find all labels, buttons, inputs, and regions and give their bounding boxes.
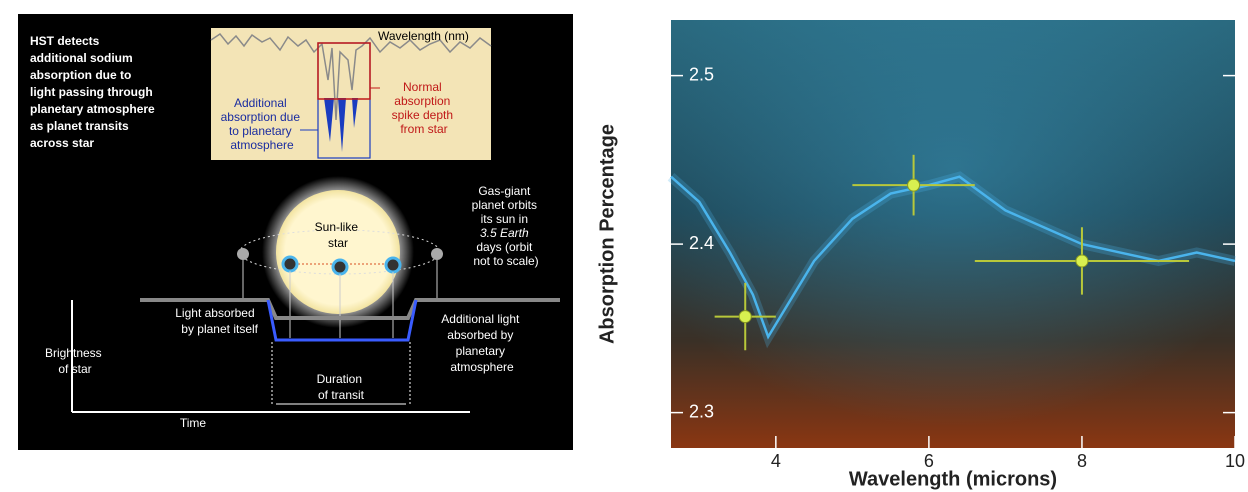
label-line: absorption: [394, 94, 450, 108]
heading-line: as planet transits: [30, 119, 129, 133]
duration-label: Duration of transit: [317, 372, 366, 402]
label-line: planet orbits: [472, 198, 537, 212]
point: [1075, 254, 1089, 268]
light-curve-atmos: [266, 299, 418, 342]
heading-line: across star: [30, 136, 94, 150]
inset-panel: [211, 28, 491, 160]
x-tick-label: 8: [1077, 451, 1087, 471]
planet-grey: [431, 248, 443, 260]
label-line: from star: [400, 122, 447, 136]
inset-spectrum: [210, 32, 492, 121]
heading: HST detects additional sodium absorption…: [30, 34, 158, 150]
x-tick-label: 10: [1225, 451, 1245, 471]
label-line: 3.5 Earth: [480, 226, 529, 240]
label-line: not to scale): [473, 254, 538, 268]
planet: [281, 255, 299, 273]
y-tick-label: 2.4: [689, 233, 714, 253]
point: [907, 178, 921, 192]
label-line: Brightness: [45, 346, 102, 360]
orbit-label: Gas-giant planet orbits its sun in 3.5 E…: [472, 184, 541, 268]
label-line: Gas-giant: [478, 184, 531, 198]
label-line: Light absorbed: [175, 306, 254, 320]
brightness-label: Brightness of star: [45, 346, 105, 376]
atmos-absorb-label: Additional light absorbed by planetary a…: [441, 312, 522, 374]
heading-line: HST detects: [30, 34, 100, 48]
label-line: Additional: [234, 96, 287, 110]
heading-line: light passing through: [30, 85, 153, 99]
x-tick-label: 6: [924, 451, 934, 471]
planet-absorb-label: Light absorbed by planet itself: [175, 306, 258, 336]
label-line: Normal: [403, 80, 442, 94]
label-line: absorbed by: [447, 328, 513, 342]
label-line: star: [328, 236, 348, 250]
inset-axis-label: Wavelength (nm): [378, 29, 469, 43]
label-line: to planetary: [229, 124, 292, 138]
heading-line: additional sodium: [30, 51, 133, 65]
label-line: days (orbit: [476, 240, 533, 254]
heading-line: planetary atmosphere: [30, 102, 155, 116]
planet-grey: [237, 248, 249, 260]
light-curve: [140, 298, 560, 320]
plot-glow: [671, 20, 1235, 448]
label-line: Duration: [317, 372, 362, 386]
label-line: of transit: [318, 388, 365, 402]
planet: [331, 258, 349, 276]
label-line: spike depth: [392, 108, 453, 122]
planet: [384, 256, 402, 274]
x-tick-label: 4: [771, 451, 781, 471]
label-line: by planet itself: [181, 322, 258, 336]
diagram: HST detects additional sodium absorption…: [16, 12, 575, 452]
y-tick-label: 2.3: [689, 401, 714, 421]
x-axis-label: Wavelength (microns): [849, 468, 1057, 490]
inset-red-box: [317, 42, 371, 100]
label-line: of star: [58, 362, 91, 376]
label-line: absorption due: [221, 110, 301, 124]
star-label: Sun-like star: [315, 220, 362, 250]
label-line: planetary: [456, 344, 505, 358]
label-line: Additional light: [441, 312, 520, 326]
time-label: Time: [180, 416, 207, 430]
inset-blue-label: Additional absorption due to planetary a…: [221, 96, 304, 152]
label-line: atmosphere: [450, 360, 514, 374]
inset-red-label: Normal absorption spike depth from star: [392, 80, 457, 136]
point: [738, 310, 752, 324]
drop-lines: [242, 260, 438, 338]
y-axis-label: Absorption Percentage: [596, 124, 618, 344]
inset-blue-spikes: [324, 98, 358, 152]
label-line: Sun-like: [315, 220, 359, 234]
y-tick-label: 2.5: [689, 64, 714, 84]
star: [276, 190, 400, 314]
label-line: its sun in: [481, 212, 528, 226]
label-line: atmosphere: [230, 138, 294, 152]
chart: 2.3 2.4 2.5 4 6 8 10: [667, 64, 1245, 471]
heading-line: absorption due to: [30, 68, 131, 82]
